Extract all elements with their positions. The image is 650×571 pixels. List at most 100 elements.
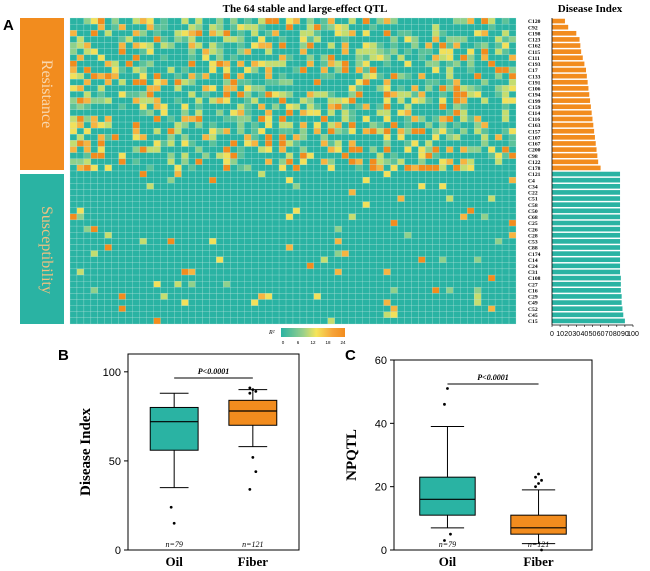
outlier-point (254, 390, 258, 393)
plot-frame (393, 359, 593, 551)
heatmap-cell (432, 140, 440, 147)
heatmap-cell (292, 91, 301, 98)
heatmap-cell (125, 207, 133, 214)
heatmap-cell (474, 48, 482, 55)
heatmap-cell (362, 134, 370, 141)
heatmap-cell (355, 134, 363, 141)
heatmap-cell (313, 293, 322, 300)
heatmap-cell (237, 256, 245, 263)
heatmap-cell (369, 311, 377, 319)
heatmap-cell (132, 146, 140, 153)
heatmap-cell (153, 262, 161, 270)
outlier-point (534, 475, 537, 479)
heatmap-cell (341, 256, 349, 263)
heatmap-cell (397, 60, 405, 68)
heatmap-cell (202, 262, 210, 270)
heatmap-cell (251, 195, 259, 202)
heatmap-cell (265, 164, 273, 172)
heatmap-cell (181, 85, 189, 92)
heatmap-cell (411, 256, 419, 263)
heatmap-cell (132, 262, 140, 270)
heatmap-cell (118, 121, 126, 129)
heatmap-cell (278, 134, 287, 141)
heatmap-cell (216, 305, 224, 312)
heatmap-cell (474, 219, 482, 227)
heatmap-cell (397, 281, 405, 288)
heatmap-cell (223, 23, 231, 31)
heatmap-cell (292, 42, 301, 49)
heatmap-cell (118, 311, 126, 319)
heatmap-cell (188, 146, 196, 153)
heatmap-cell (125, 115, 133, 123)
heatmap-cell (390, 85, 398, 92)
heatmap-cell (376, 299, 384, 306)
heatmap-cell (418, 281, 426, 288)
heatmap-cell (111, 195, 119, 202)
heatmap-cell (69, 207, 78, 214)
heatmap-cell (265, 225, 273, 233)
heatmap-cell (278, 232, 287, 239)
heatmap-cell (292, 158, 301, 166)
heatmap-cell (83, 140, 92, 147)
heatmap-cell (404, 213, 412, 221)
heatmap-cell (223, 207, 231, 214)
heatmap-cell (327, 36, 335, 43)
heatmap-cell (488, 225, 496, 233)
heatmap-cell (439, 176, 447, 184)
heatmap-cell (292, 201, 301, 208)
heatmap-cell (404, 42, 412, 49)
heatmap-cell (83, 293, 92, 300)
heatmap-cell (306, 36, 315, 43)
heatmap-cell (104, 195, 112, 202)
heatmap-cell (404, 207, 412, 214)
heatmap-cell (230, 256, 238, 263)
heatmap-cell (313, 79, 322, 86)
heatmap-cell (69, 293, 78, 300)
heatmap-cell (83, 158, 92, 166)
heatmap-cell (244, 244, 252, 251)
heatmap-cell (76, 54, 85, 61)
heatmap-cell (230, 48, 238, 55)
heatmap-cell (90, 225, 99, 233)
heatmap-cell (125, 244, 133, 251)
heatmap-cell (146, 115, 154, 123)
heatmap-cell (258, 238, 266, 245)
heatmap-cell (355, 79, 363, 86)
heatmap-cell (251, 164, 259, 172)
heatmap-cell (439, 250, 447, 257)
heatmap-cell (404, 36, 412, 43)
heatmap-cell (237, 54, 245, 61)
heatmap-cell (348, 134, 356, 141)
heatmap-cell (118, 152, 126, 159)
heatmap-cell (369, 23, 377, 31)
heatmap-cell (258, 176, 266, 184)
heatmap-cell (501, 176, 510, 184)
heatmap-cell (494, 85, 503, 92)
heatmap-cell (195, 23, 203, 31)
heatmap-cell (167, 109, 175, 117)
heatmap-cell (69, 42, 78, 49)
heatmap-cell (432, 60, 440, 68)
heatmap-cell (467, 140, 475, 147)
heatmap-cell (460, 164, 468, 172)
heatmap-cell (404, 115, 412, 123)
heatmap-cell (181, 128, 189, 135)
heatmap-cell (299, 317, 308, 325)
heatmap-cell (258, 189, 266, 196)
heatmap-cell (488, 195, 496, 202)
heatmap-cell (216, 183, 224, 190)
heatmap-cell (111, 311, 119, 319)
heatmap-cell (327, 23, 335, 31)
heatmap-cell (508, 274, 517, 282)
heatmap-cell (146, 281, 154, 288)
heatmap-cell (118, 238, 126, 245)
heatmap-cell (404, 256, 412, 263)
heatmap-cell (460, 195, 468, 202)
heatmap-cell (432, 97, 440, 104)
heatmap-cell (285, 293, 294, 300)
heatmap-cell (125, 109, 133, 117)
heatmap-cell (265, 54, 273, 61)
heatmap-cell (209, 30, 217, 37)
heatmap-cell (195, 225, 203, 233)
